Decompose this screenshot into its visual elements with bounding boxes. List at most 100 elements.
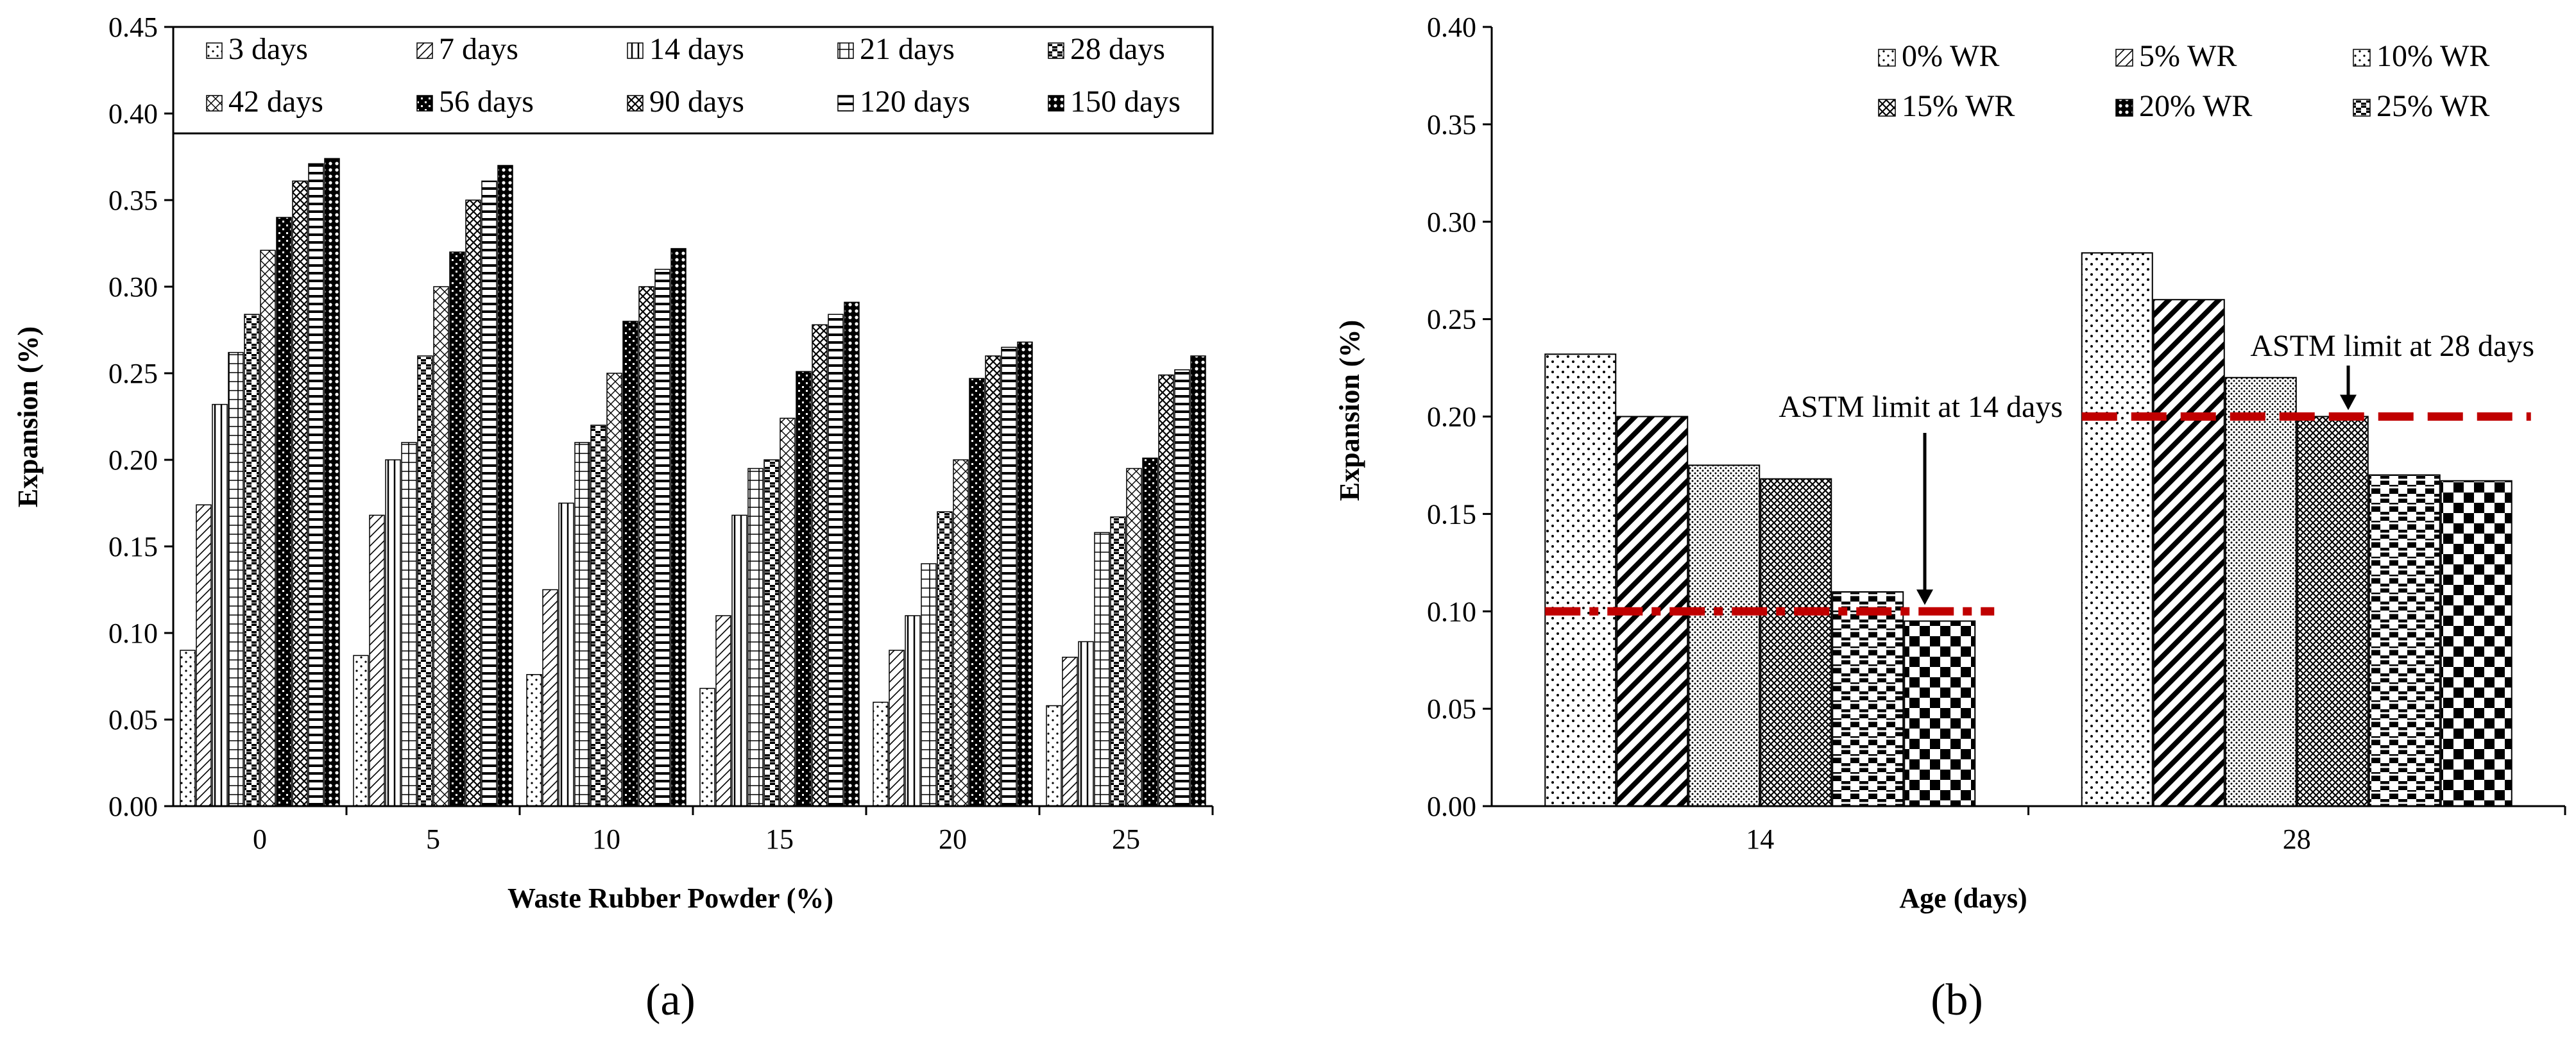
chart-b-legend-swatch [2353,99,2371,117]
chart-a-bar [465,199,481,807]
chart-a-bar [699,687,715,807]
chart-a-bar [1062,657,1078,807]
chart-a-legend-swatch [627,42,644,59]
chart-a-bar [1158,374,1174,807]
chart-b-y-axis-title: Expansion (%) [1334,320,1365,501]
chart-b-bar [1760,478,1832,807]
chart-a-bar [180,650,196,807]
chart-a-bar [937,511,953,807]
chart-a-x-tick-label: 20 [939,823,967,855]
chart-a-y-axis-title: Expansion (%) [12,326,44,507]
chart-b-legend-label: 10% WR [2376,39,2489,73]
chart-a-y-tick-label: 0.05 [108,704,158,736]
chart-b-legend-label: 25% WR [2376,89,2489,123]
chart-a-bar [812,324,828,807]
chart-a-bar [196,504,212,807]
chart-a-panel-label: (a) [645,975,695,1025]
chart-b-legend-label: 0% WR [1902,39,1999,73]
chart-a: 0.00 0.05 0.10 0.15 0.20 0.25 0.30 0.35 0.40 0.45… [12,12,1214,1025]
chart-a-bar [1190,355,1206,807]
chart-b-y-tick-label: 0.15 [1427,498,1476,530]
chart-a-bar [715,615,731,807]
chart-b-x-tick-label: 14 [1746,823,1774,855]
chart-a-bar [1017,341,1033,807]
chart-a-bar [276,217,292,807]
chart-a-bar [622,321,638,807]
chart-a-legend-swatch [416,95,433,112]
chart-a-legend-swatch [416,42,433,59]
chart-a-bar [1001,346,1017,807]
chart-a-bar [1094,532,1110,807]
chart-a-legend-swatch [206,42,223,59]
chart-a-bar [433,286,449,807]
chart-a-legend-label: 150 days [1070,85,1181,119]
chart-b-x-tick-labels: 14 28 [1746,823,2311,855]
chart-a-bar [638,286,654,807]
chart-a-legend-label: 42 days [228,85,323,119]
chart-a-legend-label: 7 days [439,32,518,66]
chart-a-bar [1142,457,1158,807]
chart-a-y-tick-label: 0.45 [108,12,158,43]
chart-a-bar [260,249,276,807]
chart-a-bar [1174,369,1190,807]
chart-b-panel-label: (b) [1931,975,1983,1025]
chart-b-y-tick-label: 0.10 [1427,596,1476,627]
chart-a-bar [606,373,622,807]
chart-b-y-tick-label: 0.35 [1427,109,1476,140]
chart-a-legend-label: 3 days [228,32,308,66]
chart-a-legend-swatch [837,95,854,112]
chart-a-bar [747,468,763,807]
chart-b-legend: 0% WR 5% WR 10% WR 15% WR 20% WR 25% WR [1878,39,2489,123]
chart-a-legend-swatch [1048,42,1064,59]
chart-a-bar [417,355,433,807]
chart-a-bar [985,355,1001,807]
chart-a-bar [542,589,558,807]
chart-b-legend-label: 5% WR [2139,39,2237,73]
chart-b-axes [1483,26,2566,815]
chart-a-bar [953,459,969,807]
chart-b-astm-limit-label: ASTM limit at 14 days [1778,390,2063,424]
chart-b-y-tick-labels: 0.00 0.05 0.10 0.15 0.20 0.25 0.30 0.35 0.40 [1427,12,1476,822]
chart-b-y-tick-label: 0.25 [1427,304,1476,335]
chart-b-y-tick-label: 0.20 [1427,401,1476,433]
chart-b-bar [2296,416,2369,807]
chart-a-bar [497,165,513,807]
chart-b-legend-swatch [2115,49,2133,67]
chart-b-bar [2081,252,2153,807]
chart-a-legend-label: 14 days [649,32,744,66]
chart-b-x-tick-label: 28 [2283,823,2311,855]
chart-a-bar [369,514,385,807]
chart-a-bar [385,459,401,807]
chart-a-bar [449,251,465,807]
chart-a-bar [844,301,860,807]
chart-a-bar [324,158,340,807]
chart-a-bar [1126,468,1142,807]
chart-a-x-tick-label: 10 [592,823,620,855]
chart-a-bar [244,314,260,807]
chart-a-x-tick-label: 5 [426,823,440,855]
chart-a-legend-swatch [837,42,854,59]
chart-b-bar [2368,474,2441,807]
chart-a-x-tick-label: 15 [765,823,794,855]
chart-a-legend-label: 21 days [860,32,955,66]
chart-b-arrow-head [2340,394,2357,410]
chart-a-bar [228,351,244,807]
chart-a-bar [1110,516,1126,807]
chart-a-bar [558,502,574,807]
chart-b-bar [1688,464,1761,807]
chart-a-legend: 3 days 7 days 14 days 21 days 28 days 42 days… [172,26,1214,135]
chart-a-x-tick-label: 25 [1112,823,1140,855]
chart-b-arrow-head [1916,589,1933,605]
chart-b-bar [2440,480,2512,807]
chart-a-x-tick-labels: 0 5 10 15 20 25 [253,823,1140,855]
chart-a-bar [873,702,889,807]
chart-a-y-tick-labels: 0.00 0.05 0.10 0.15 0.20 0.25 0.30 0.35 0.40 0.45 [108,12,158,822]
chart-a-y-tick-label: 0.15 [108,531,158,562]
chart-a-bar [292,180,308,807]
chart-a-bar [828,314,844,807]
chart-a-x-tick-label: 0 [253,823,267,855]
chart-b-y-tick-label: 0.05 [1427,693,1476,725]
chart-a-bar [401,442,417,807]
chart-b-bars [1544,252,2512,807]
